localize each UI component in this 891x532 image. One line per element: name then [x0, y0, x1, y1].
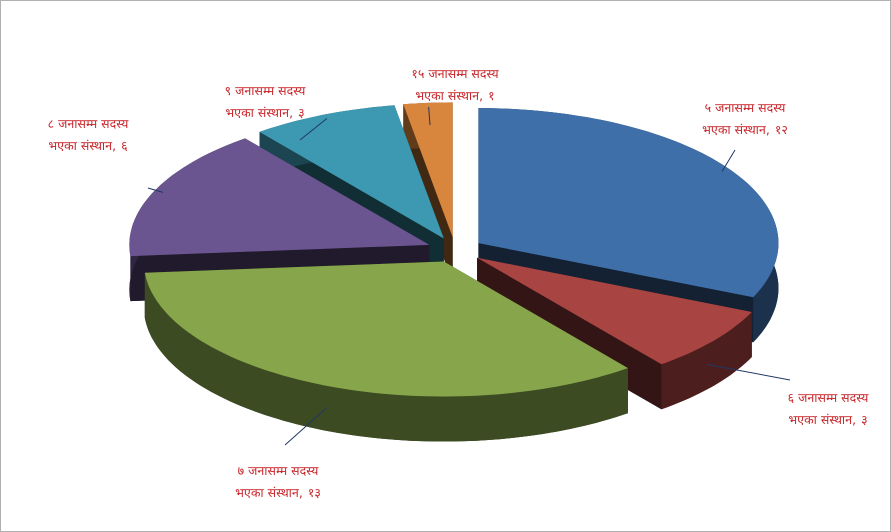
label-line: ८ जनासम्म सदस्य	[48, 116, 130, 131]
slice-side	[661, 312, 752, 410]
label-line: भएका संस्थान,	[702, 122, 770, 137]
label-line: ५ जनासम्म सदस्य	[705, 100, 787, 115]
data-label: १५ जनासम्म सदस्य भएका संस्थान, १	[411, 66, 499, 103]
label-value: ६	[121, 138, 128, 153]
data-label: ६ जनासम्म सदस्य भएका संस्थान, ३	[788, 390, 870, 427]
label-line: भएका संस्थान,	[48, 138, 116, 153]
label-line: भएका संस्थान,	[235, 485, 303, 500]
label-line: ७ जनासम्म सदस्य	[238, 463, 320, 478]
slice-top	[144, 261, 629, 397]
slice-top	[477, 257, 752, 365]
slice-top	[129, 138, 430, 257]
label-line: भएका संस्थान,	[225, 105, 293, 120]
slice-top	[403, 102, 453, 238]
label-value: ३	[861, 412, 868, 427]
leader-line	[147, 187, 164, 193]
leader-line	[428, 106, 431, 126]
label-line: भएका संस्थान,	[415, 88, 483, 103]
label-line: भएका संस्थान,	[788, 412, 856, 427]
label-line: १५ जनासम्म सदस्य	[411, 66, 499, 81]
label-line: ६ जनासम्म सदस्य	[788, 390, 870, 405]
label-value: १२	[775, 122, 788, 137]
data-label: ९ जनासम्म सदस्य भएका संस्थान, ३	[225, 83, 307, 120]
slice-top	[259, 105, 444, 239]
slice-top	[478, 108, 779, 298]
slice	[144, 261, 629, 442]
label-value: ३	[298, 105, 305, 120]
leader-line	[721, 149, 736, 172]
data-label: ८ जनासम्म सदस्य भएका संस्थान, ६	[48, 116, 130, 153]
data-label: ५ जनासम्म सदस्य भएका संस्थान, १२	[702, 100, 788, 137]
label-line: ९ जनासम्म सदस्य	[225, 83, 307, 98]
leader-line	[299, 118, 328, 141]
label-value: १३	[308, 485, 321, 500]
data-label: ७ जनासम्म सदस्य भएका संस्थान, १३	[235, 463, 321, 500]
leader-line	[706, 363, 791, 381]
slice-side	[144, 272, 629, 442]
leader-line	[284, 407, 328, 446]
label-value: १	[488, 88, 495, 103]
